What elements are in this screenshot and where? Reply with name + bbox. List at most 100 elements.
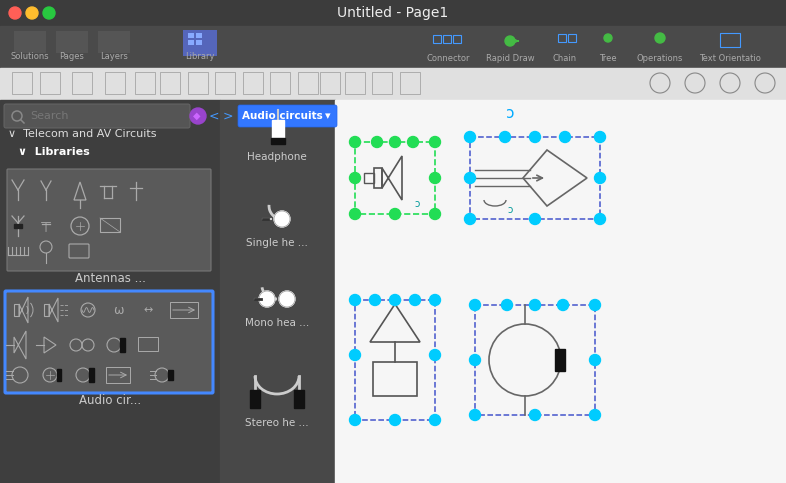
Text: >: > (222, 110, 233, 123)
Bar (196, 40, 202, 45)
Circle shape (390, 209, 401, 219)
Circle shape (190, 108, 206, 124)
Bar (135, 72, 155, 94)
Text: Search: Search (30, 111, 68, 121)
Bar (433, 35, 441, 43)
FancyBboxPatch shape (238, 105, 337, 127)
Text: Rapid Draw: Rapid Draw (486, 54, 534, 63)
Circle shape (505, 36, 515, 46)
Bar (56, 31, 88, 53)
Circle shape (594, 213, 605, 225)
Bar (0, 0, 786, 26)
Bar (188, 40, 194, 45)
Text: ↔: ↔ (143, 305, 152, 315)
Text: ↄ: ↄ (414, 199, 420, 209)
Bar (0, 100, 220, 483)
Circle shape (369, 295, 380, 306)
Bar (100, 218, 120, 232)
Bar (271, 138, 285, 144)
Bar (345, 72, 365, 94)
Bar (57, 369, 61, 381)
Bar (168, 370, 173, 380)
Circle shape (259, 291, 275, 307)
Circle shape (390, 137, 401, 147)
Bar (470, 137, 600, 219)
Text: ⊤: ⊤ (40, 221, 52, 235)
Bar (44, 304, 49, 316)
Circle shape (429, 350, 440, 360)
Text: Audio cir...: Audio cir... (79, 394, 141, 407)
Text: ◆: ◆ (193, 111, 200, 121)
Circle shape (530, 299, 541, 311)
Bar (183, 30, 217, 56)
Bar (555, 349, 565, 371)
Circle shape (429, 137, 440, 147)
Bar (270, 72, 290, 94)
Bar (250, 390, 260, 408)
Text: Connector: Connector (426, 54, 470, 63)
Circle shape (390, 414, 401, 426)
Bar (138, 337, 158, 351)
Bar (475, 305, 595, 415)
Circle shape (499, 131, 510, 142)
Bar (14, 304, 19, 316)
Circle shape (26, 7, 38, 19)
Text: Layers: Layers (100, 52, 128, 61)
Bar (0, 26, 786, 68)
Bar (372, 72, 392, 94)
Bar (443, 35, 451, 43)
Bar (558, 34, 566, 42)
Circle shape (274, 211, 290, 227)
Bar (196, 33, 202, 38)
Bar (188, 72, 208, 94)
Text: Audio circuits: Audio circuits (241, 111, 322, 121)
Circle shape (372, 137, 383, 147)
Circle shape (530, 131, 541, 142)
Text: Pages: Pages (60, 52, 84, 61)
Circle shape (43, 7, 55, 19)
Circle shape (655, 33, 665, 43)
Bar (720, 33, 740, 47)
Circle shape (560, 131, 571, 142)
Text: ↄ: ↄ (506, 106, 514, 122)
Circle shape (469, 410, 480, 421)
Bar (568, 34, 576, 42)
Text: Chain: Chain (553, 54, 577, 63)
Bar (188, 33, 194, 38)
Bar (160, 72, 180, 94)
Circle shape (590, 410, 601, 421)
Circle shape (530, 213, 541, 225)
Bar (105, 72, 125, 94)
Circle shape (350, 414, 361, 426)
Circle shape (350, 209, 361, 219)
Circle shape (469, 299, 480, 311)
Circle shape (279, 291, 295, 307)
Bar (373, 362, 417, 396)
Circle shape (350, 137, 361, 147)
FancyBboxPatch shape (7, 169, 211, 271)
Bar (0, 68, 786, 100)
Circle shape (594, 131, 605, 142)
Circle shape (590, 355, 601, 366)
Circle shape (604, 34, 612, 42)
Bar (170, 302, 198, 318)
Bar (12, 72, 32, 94)
Text: <: < (209, 110, 219, 123)
Bar (106, 367, 130, 383)
FancyBboxPatch shape (4, 104, 190, 128)
Text: ∨  Telecom and AV Circuits: ∨ Telecom and AV Circuits (8, 129, 156, 139)
FancyBboxPatch shape (5, 291, 213, 393)
Text: ω: ω (112, 303, 123, 316)
Bar (40, 72, 60, 94)
Bar (355, 142, 435, 214)
Bar (89, 368, 94, 382)
Circle shape (465, 213, 476, 225)
Bar (98, 31, 130, 53)
Bar (320, 72, 340, 94)
Bar (400, 72, 420, 94)
Text: Library: Library (185, 52, 215, 61)
Bar (14, 31, 46, 53)
Text: Headphone: Headphone (247, 152, 307, 162)
Text: Text Orientatio: Text Orientatio (699, 54, 761, 63)
Bar (453, 35, 461, 43)
